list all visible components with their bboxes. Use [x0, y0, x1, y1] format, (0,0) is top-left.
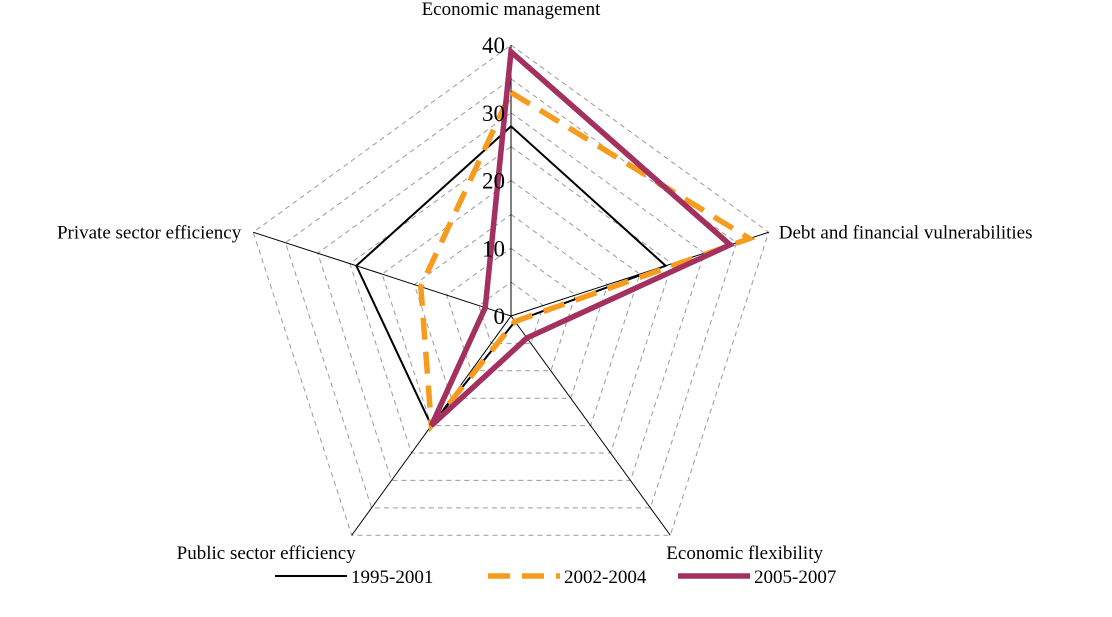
- series-line-2002-2004: [417, 88, 756, 433]
- legend-label: 2002-2004: [564, 567, 647, 588]
- grid-ring: [317, 112, 705, 481]
- grid-ring: [413, 213, 609, 399]
- legend-label: 2005-2007: [754, 567, 836, 588]
- radar-series: [355, 46, 756, 433]
- tick-label: 20: [482, 169, 505, 194]
- series-line-2005-2007: [428, 46, 736, 428]
- legend-label: 1995-2001: [351, 567, 433, 588]
- tick-label: 30: [482, 101, 505, 126]
- radar-grid: [252, 44, 770, 536]
- category-label: Economic management: [422, 0, 602, 20]
- radar-axes: [253, 45, 769, 536]
- category-label: Private sector efficiency: [57, 222, 242, 243]
- tick-label: 0: [494, 304, 506, 329]
- grid-ring: [252, 44, 770, 536]
- grid-ring: [349, 146, 673, 454]
- grid-ring: [445, 247, 577, 372]
- category-label: Economic flexibility: [666, 543, 823, 564]
- grid-ring: [381, 179, 641, 427]
- tick-label: 10: [482, 236, 505, 261]
- grid-ring: [284, 78, 738, 509]
- radar-tick-labels: 0 10 20 30 40: [482, 33, 505, 329]
- radar-axis: [510, 315, 671, 536]
- tick-label: 40: [482, 33, 505, 58]
- category-label: Debt and financial vulnerabilities: [779, 222, 1033, 243]
- radar-axis: [253, 231, 512, 317]
- radar-category-labels: Economic management Debt and financial vu…: [57, 0, 1033, 564]
- category-label: Public sector efficiency: [177, 543, 357, 564]
- chart-legend: 1995-2001 2002-2004 2005-2007: [275, 567, 836, 588]
